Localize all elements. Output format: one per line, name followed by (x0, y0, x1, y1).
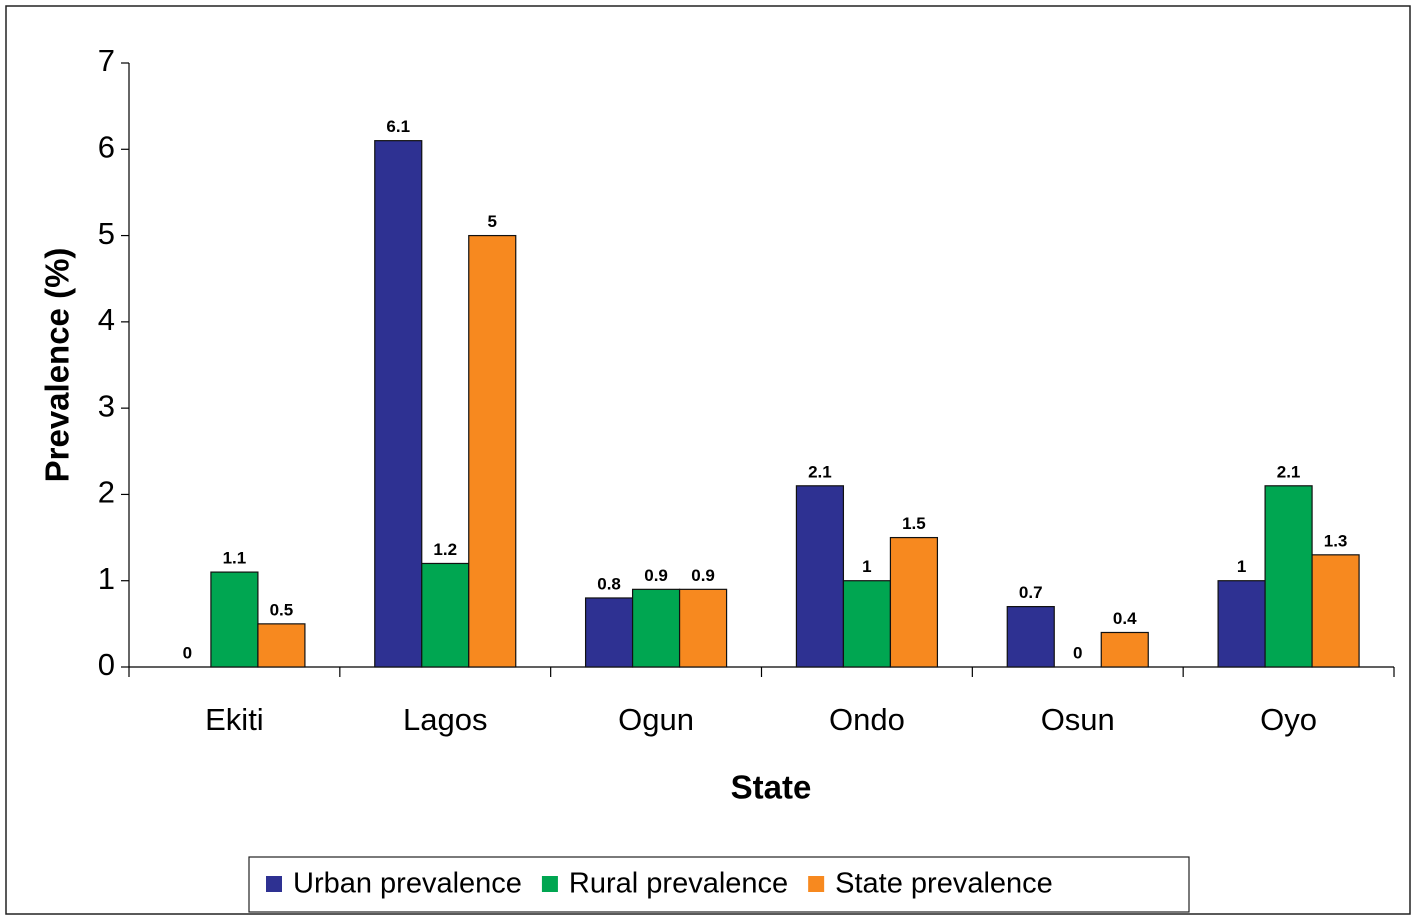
value-label: 0.4 (1113, 609, 1137, 628)
y-tick-label: 5 (98, 216, 115, 251)
y-tick-label: 3 (98, 388, 115, 423)
chart-frame (5, 5, 1411, 915)
bar (257, 623, 306, 668)
value-label: 1 (862, 557, 871, 576)
bar (374, 140, 423, 668)
bar (468, 234, 517, 668)
bar (678, 588, 728, 668)
value-label: 0 (183, 643, 192, 662)
value-label: 1 (1237, 557, 1246, 576)
value-label: 0.9 (644, 566, 668, 585)
bar (1217, 580, 1266, 668)
y-tick-label: 1 (98, 561, 115, 596)
value-label: 0.5 (270, 600, 294, 619)
x-tick-label: Lagos (403, 702, 487, 737)
value-label: 0.9 (691, 566, 715, 585)
bar (1311, 554, 1360, 668)
legend-label: State prevalence (835, 868, 1053, 900)
legend-box (248, 856, 1190, 913)
legend-swatch (808, 876, 825, 892)
x-axis-label: State (731, 769, 812, 806)
bar (421, 562, 470, 668)
value-label: 1.3 (1324, 531, 1348, 550)
y-tick-label: 7 (98, 43, 115, 78)
legend-swatch (266, 876, 282, 892)
legend-swatch (541, 876, 558, 892)
value-label: 0.7 (1019, 583, 1043, 602)
y-tick-label: 6 (98, 129, 115, 164)
x-tick-label: Ekiti (205, 702, 264, 737)
x-tick-label: Ondo (829, 702, 905, 737)
x-tick-label: Ogun (618, 702, 694, 737)
bar (584, 597, 634, 668)
bar (795, 485, 845, 668)
value-label: 1.5 (902, 514, 926, 533)
bar (842, 580, 892, 668)
value-label: 6.1 (386, 117, 410, 136)
bar (210, 571, 259, 668)
bar (1006, 605, 1055, 668)
bar (889, 536, 939, 668)
x-tick-label: Oyo (1260, 702, 1317, 737)
value-label: 2.1 (1277, 462, 1301, 481)
y-axis-label: Prevalence (%) (39, 248, 76, 483)
value-label: 0 (1073, 643, 1082, 662)
bar (1264, 485, 1313, 668)
bar (1100, 631, 1149, 668)
value-label: 1.2 (433, 540, 457, 559)
value-label: 2.1 (808, 462, 832, 481)
y-tick-label: 2 (98, 475, 115, 510)
legend-label: Rural prevalence (569, 868, 788, 900)
y-tick-label: 4 (98, 302, 115, 337)
bar (631, 588, 681, 668)
value-label: 0.8 (597, 574, 621, 593)
legend-label: Urban prevalence (293, 868, 522, 900)
value-label: 1.1 (223, 549, 247, 568)
y-tick-label: 0 (98, 647, 115, 682)
value-label: 5 (488, 212, 497, 231)
x-tick-label: Osun (1041, 702, 1115, 737)
